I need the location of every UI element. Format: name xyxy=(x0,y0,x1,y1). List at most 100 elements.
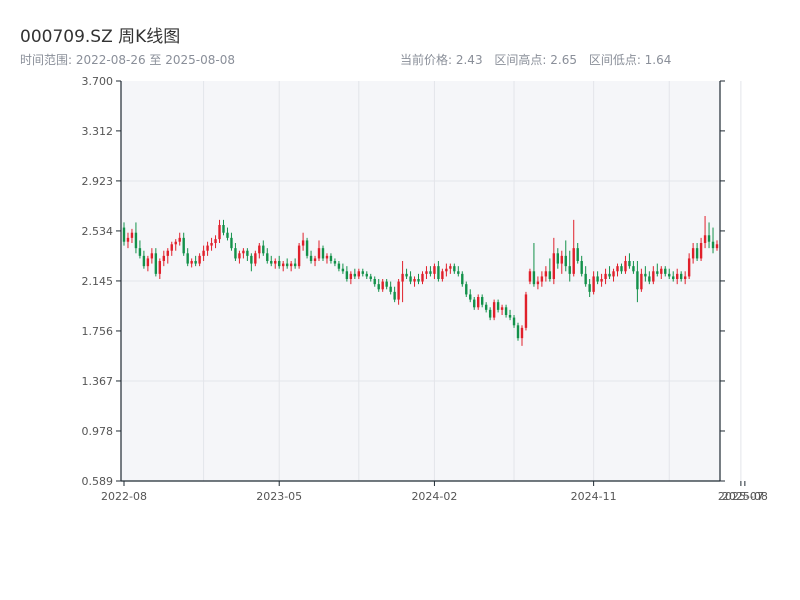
candle xyxy=(210,237,213,251)
candle-body xyxy=(552,253,556,280)
candle xyxy=(281,261,285,272)
candle-body xyxy=(600,279,603,282)
candle-body xyxy=(134,232,138,249)
candle xyxy=(552,237,556,285)
candle-body xyxy=(676,273,679,280)
range-low-text: 区间低点: 1.64 xyxy=(588,53,672,67)
candle-body xyxy=(484,304,488,310)
candle xyxy=(301,232,305,251)
candle-body xyxy=(337,263,341,269)
y-tick-label: 3.312 xyxy=(82,125,114,138)
candle xyxy=(532,243,536,287)
candle xyxy=(246,248,249,262)
candle xyxy=(608,266,611,280)
candle xyxy=(632,261,635,274)
candle-body xyxy=(616,266,619,272)
candle xyxy=(409,271,412,285)
y-tick-label: 0.589 xyxy=(82,475,114,488)
candle-body xyxy=(445,268,448,272)
candle xyxy=(564,240,567,272)
candle-body xyxy=(528,271,532,282)
candle-body xyxy=(556,253,560,264)
candle-body xyxy=(496,302,500,310)
candle-body xyxy=(683,276,687,280)
candle-body xyxy=(393,291,396,300)
candle-body xyxy=(405,273,408,277)
candle-body xyxy=(695,248,699,259)
candle xyxy=(433,263,436,280)
candle-body xyxy=(218,225,221,240)
candle-body xyxy=(437,266,440,280)
candle xyxy=(604,268,607,285)
candle xyxy=(668,268,671,280)
candle-body xyxy=(652,271,655,282)
candle-body xyxy=(301,240,305,246)
candle xyxy=(437,261,440,282)
candle-body xyxy=(341,268,345,272)
candle-body xyxy=(421,273,424,282)
candle-body xyxy=(333,261,337,264)
candle xyxy=(170,241,173,256)
candle xyxy=(453,263,456,274)
candle xyxy=(365,271,368,280)
candle-body xyxy=(381,281,384,290)
candle-body xyxy=(274,261,277,264)
x-tick-label: 2023-05 xyxy=(256,490,302,503)
candle xyxy=(182,232,185,256)
candle xyxy=(226,227,229,241)
candle-body xyxy=(349,273,353,280)
candle-body xyxy=(238,253,241,259)
candle-body xyxy=(158,261,162,274)
candle-body xyxy=(138,248,142,256)
candle xyxy=(353,268,357,280)
candle xyxy=(373,276,376,287)
candle xyxy=(349,271,353,285)
candle xyxy=(425,266,428,280)
candle-body xyxy=(122,227,126,242)
candle xyxy=(473,297,476,310)
candle xyxy=(377,279,380,292)
candle xyxy=(556,248,560,269)
current-price-text: 当前价格: 2.43 xyxy=(400,53,483,67)
candle-body xyxy=(711,241,715,249)
candle xyxy=(262,240,265,256)
candle-body xyxy=(544,271,548,277)
candle-body xyxy=(500,307,504,310)
candle xyxy=(568,250,571,282)
candle xyxy=(524,291,528,331)
candle-body xyxy=(572,248,575,274)
candle-body xyxy=(584,273,587,285)
candle-body xyxy=(325,255,329,259)
candle xyxy=(676,268,679,285)
candle-body xyxy=(258,245,261,254)
candle-body xyxy=(194,261,197,264)
candle xyxy=(126,232,130,249)
candle-body xyxy=(142,255,146,267)
candle xyxy=(222,219,225,236)
candle-body xyxy=(278,261,281,267)
candle xyxy=(636,261,639,303)
candle xyxy=(421,271,424,285)
candle-body xyxy=(401,273,404,282)
candle xyxy=(385,279,388,290)
candle-body xyxy=(226,232,229,238)
candle-body xyxy=(417,279,420,282)
candle-body xyxy=(281,263,285,267)
candle xyxy=(146,255,150,272)
candle xyxy=(429,266,432,277)
candle-body xyxy=(568,266,571,274)
candle xyxy=(640,268,643,292)
candle-body xyxy=(612,271,615,277)
y-tick-label: 1.756 xyxy=(82,325,114,338)
candle-body xyxy=(707,235,711,242)
candle-body xyxy=(377,284,380,290)
candle-body xyxy=(536,281,540,285)
candle xyxy=(644,266,647,282)
candle xyxy=(313,255,317,267)
candle xyxy=(588,279,591,298)
candle xyxy=(457,266,460,277)
candle-body xyxy=(457,271,460,274)
candle xyxy=(202,245,205,262)
candle xyxy=(512,315,516,328)
candle-body xyxy=(305,240,309,256)
